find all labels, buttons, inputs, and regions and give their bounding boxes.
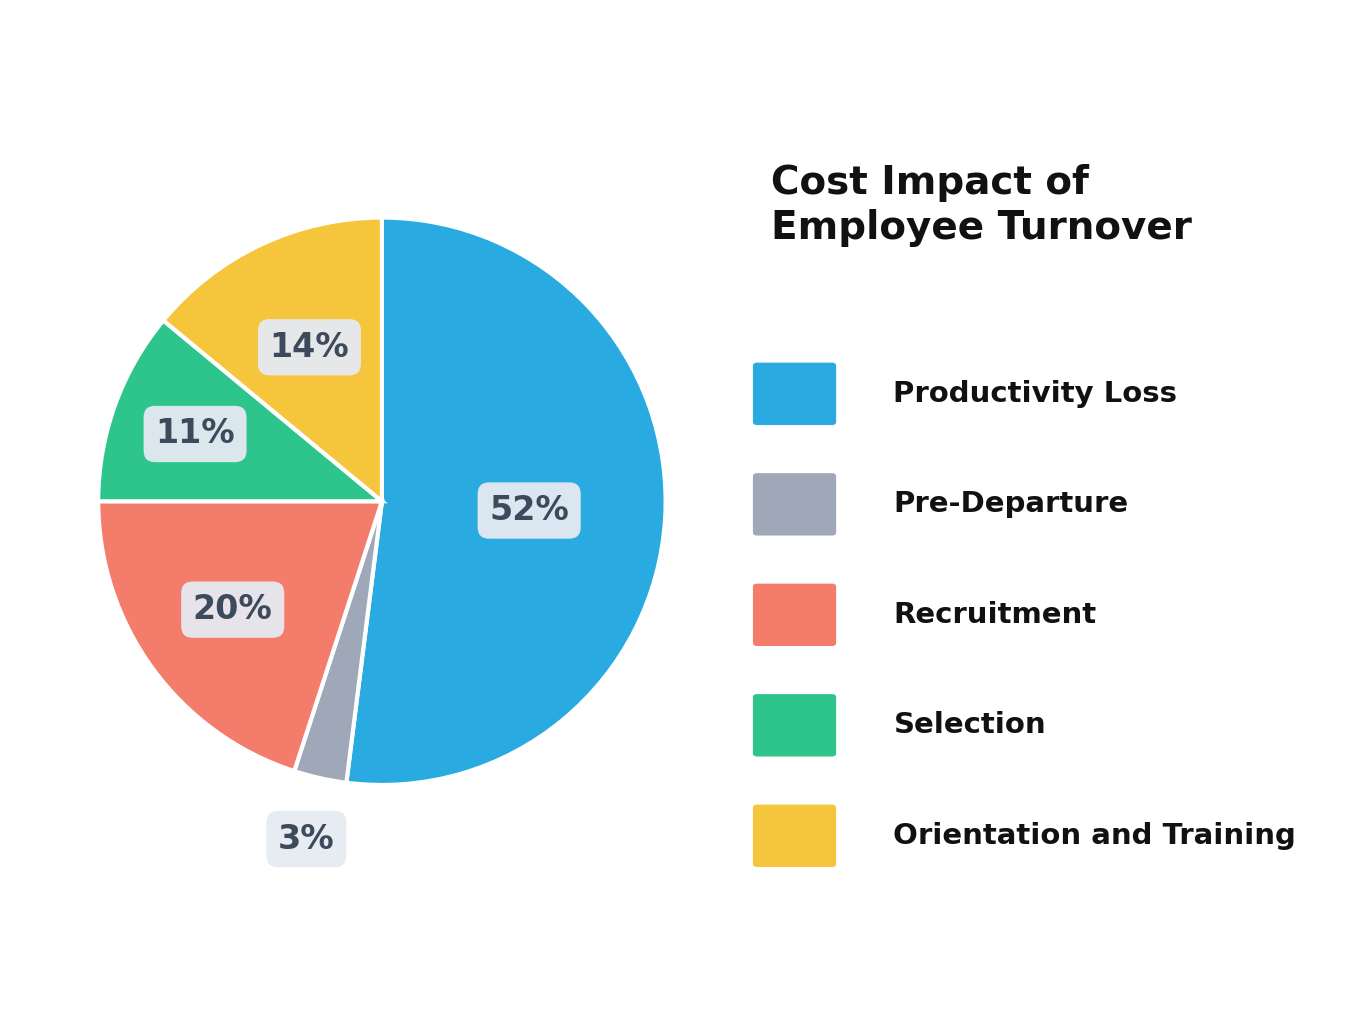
Text: 20%: 20% [192,593,273,626]
Text: Selection: Selection [893,711,1046,740]
Text: Orientation and Training: Orientation and Training [893,821,1296,850]
Text: Productivity Loss: Productivity Loss [893,380,1177,408]
Text: 52%: 52% [490,494,569,527]
Text: 14%: 14% [270,330,349,364]
Wedge shape [98,501,382,771]
Text: 3%: 3% [278,822,334,855]
Wedge shape [346,218,666,785]
Wedge shape [295,501,382,783]
Wedge shape [164,218,382,501]
Wedge shape [98,320,382,501]
Text: Pre-Departure: Pre-Departure [893,490,1128,519]
Text: Cost Impact of
Employee Turnover: Cost Impact of Employee Turnover [771,164,1192,248]
Text: Recruitment: Recruitment [893,601,1097,629]
Text: 11%: 11% [155,417,235,450]
